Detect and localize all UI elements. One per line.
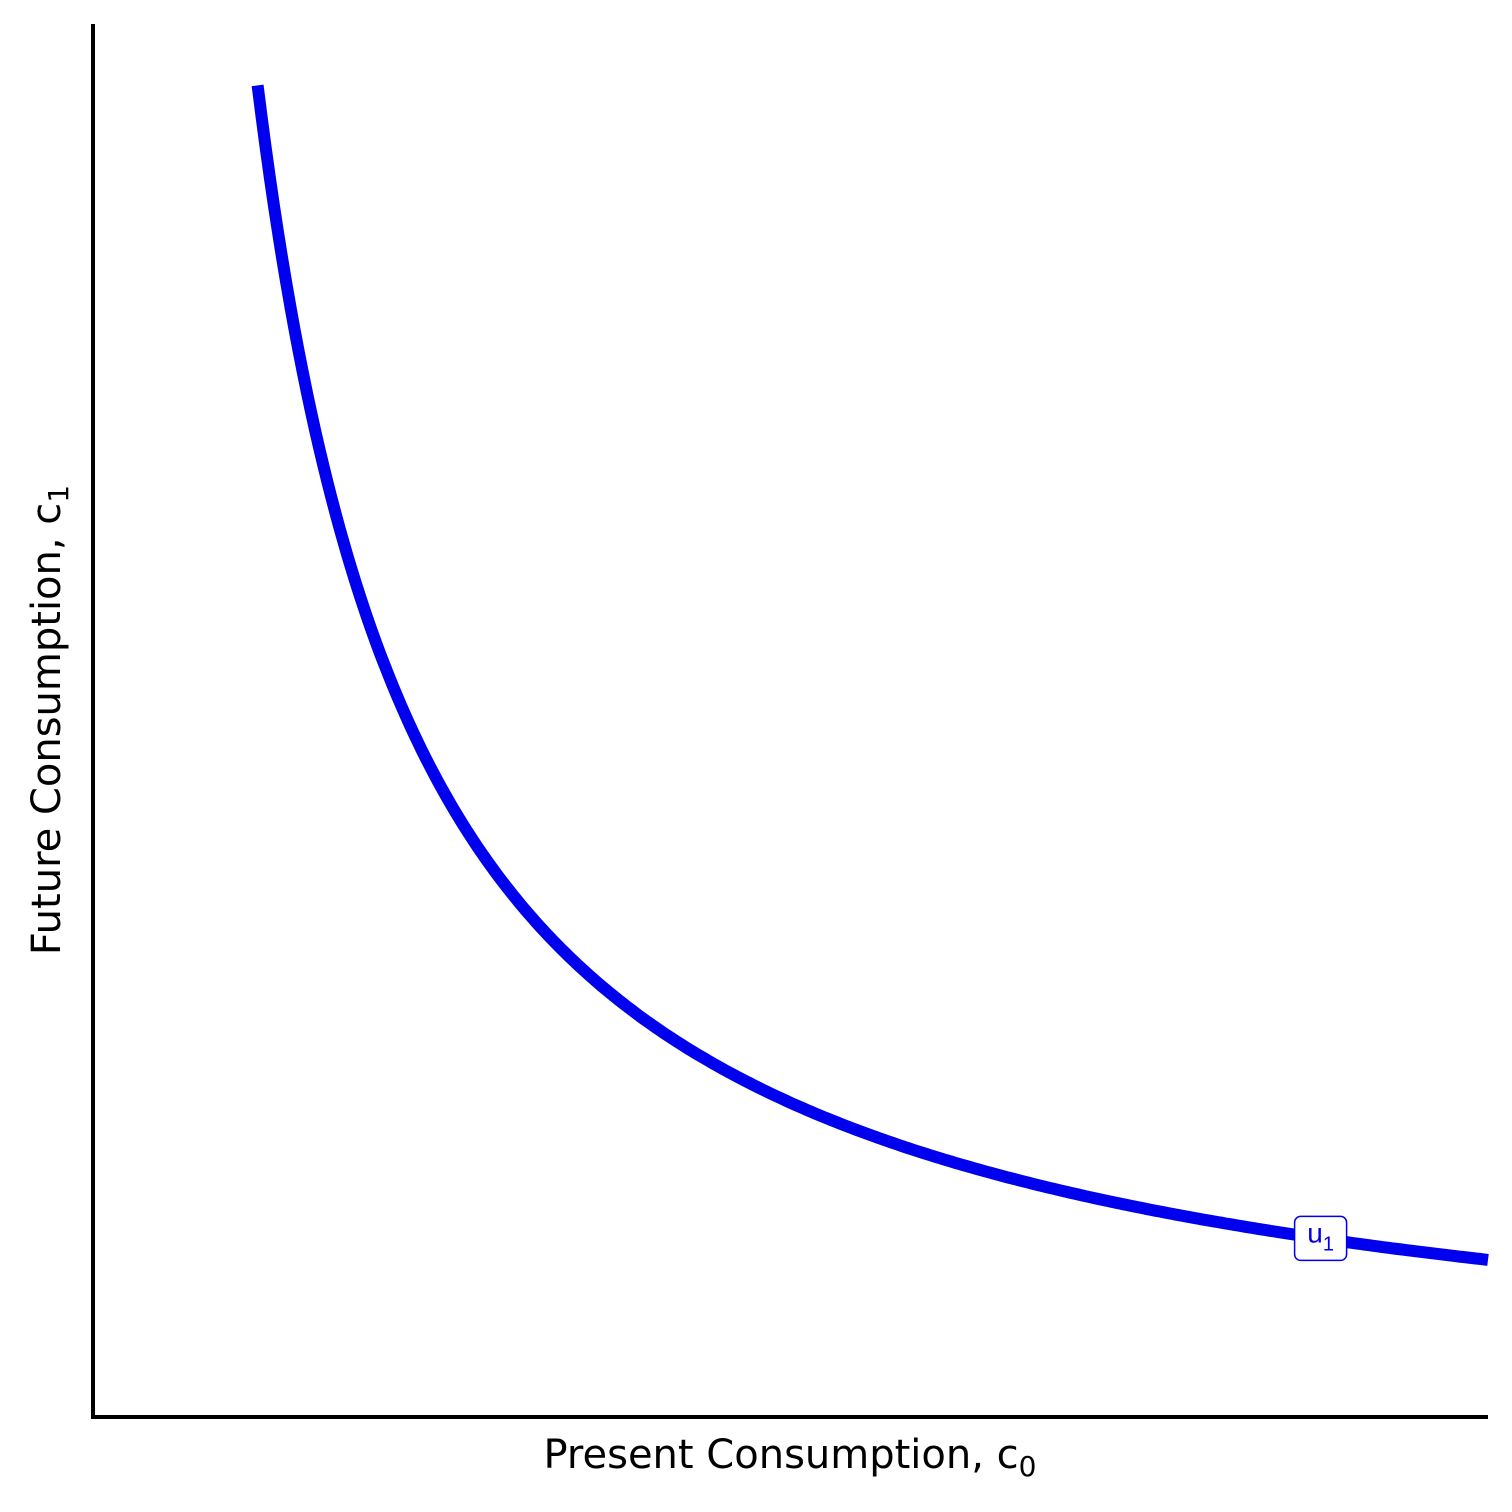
indifference-curve-u1 (251, 84, 1489, 1266)
y-axis-title-main: Future Consumption, c (24, 503, 70, 955)
curve-label-box (1293, 1215, 1348, 1262)
curve-label-subscript: 1 (1323, 1233, 1334, 1255)
curve-label-text: u1 (1307, 1217, 1334, 1255)
curve-label-u1: u1 (1293, 1215, 1348, 1262)
x-axis-title-subscript: 0 (1019, 1450, 1037, 1483)
curve-label-main: u (1307, 1217, 1323, 1248)
y-axis-title: Future Consumption, c1 (24, 485, 75, 955)
y-axis-title-subscript: 1 (42, 485, 75, 503)
x-axis-title: Present Consumption, c0 (544, 1432, 1037, 1483)
x-axis-title-main: Present Consumption, c (544, 1432, 1019, 1478)
